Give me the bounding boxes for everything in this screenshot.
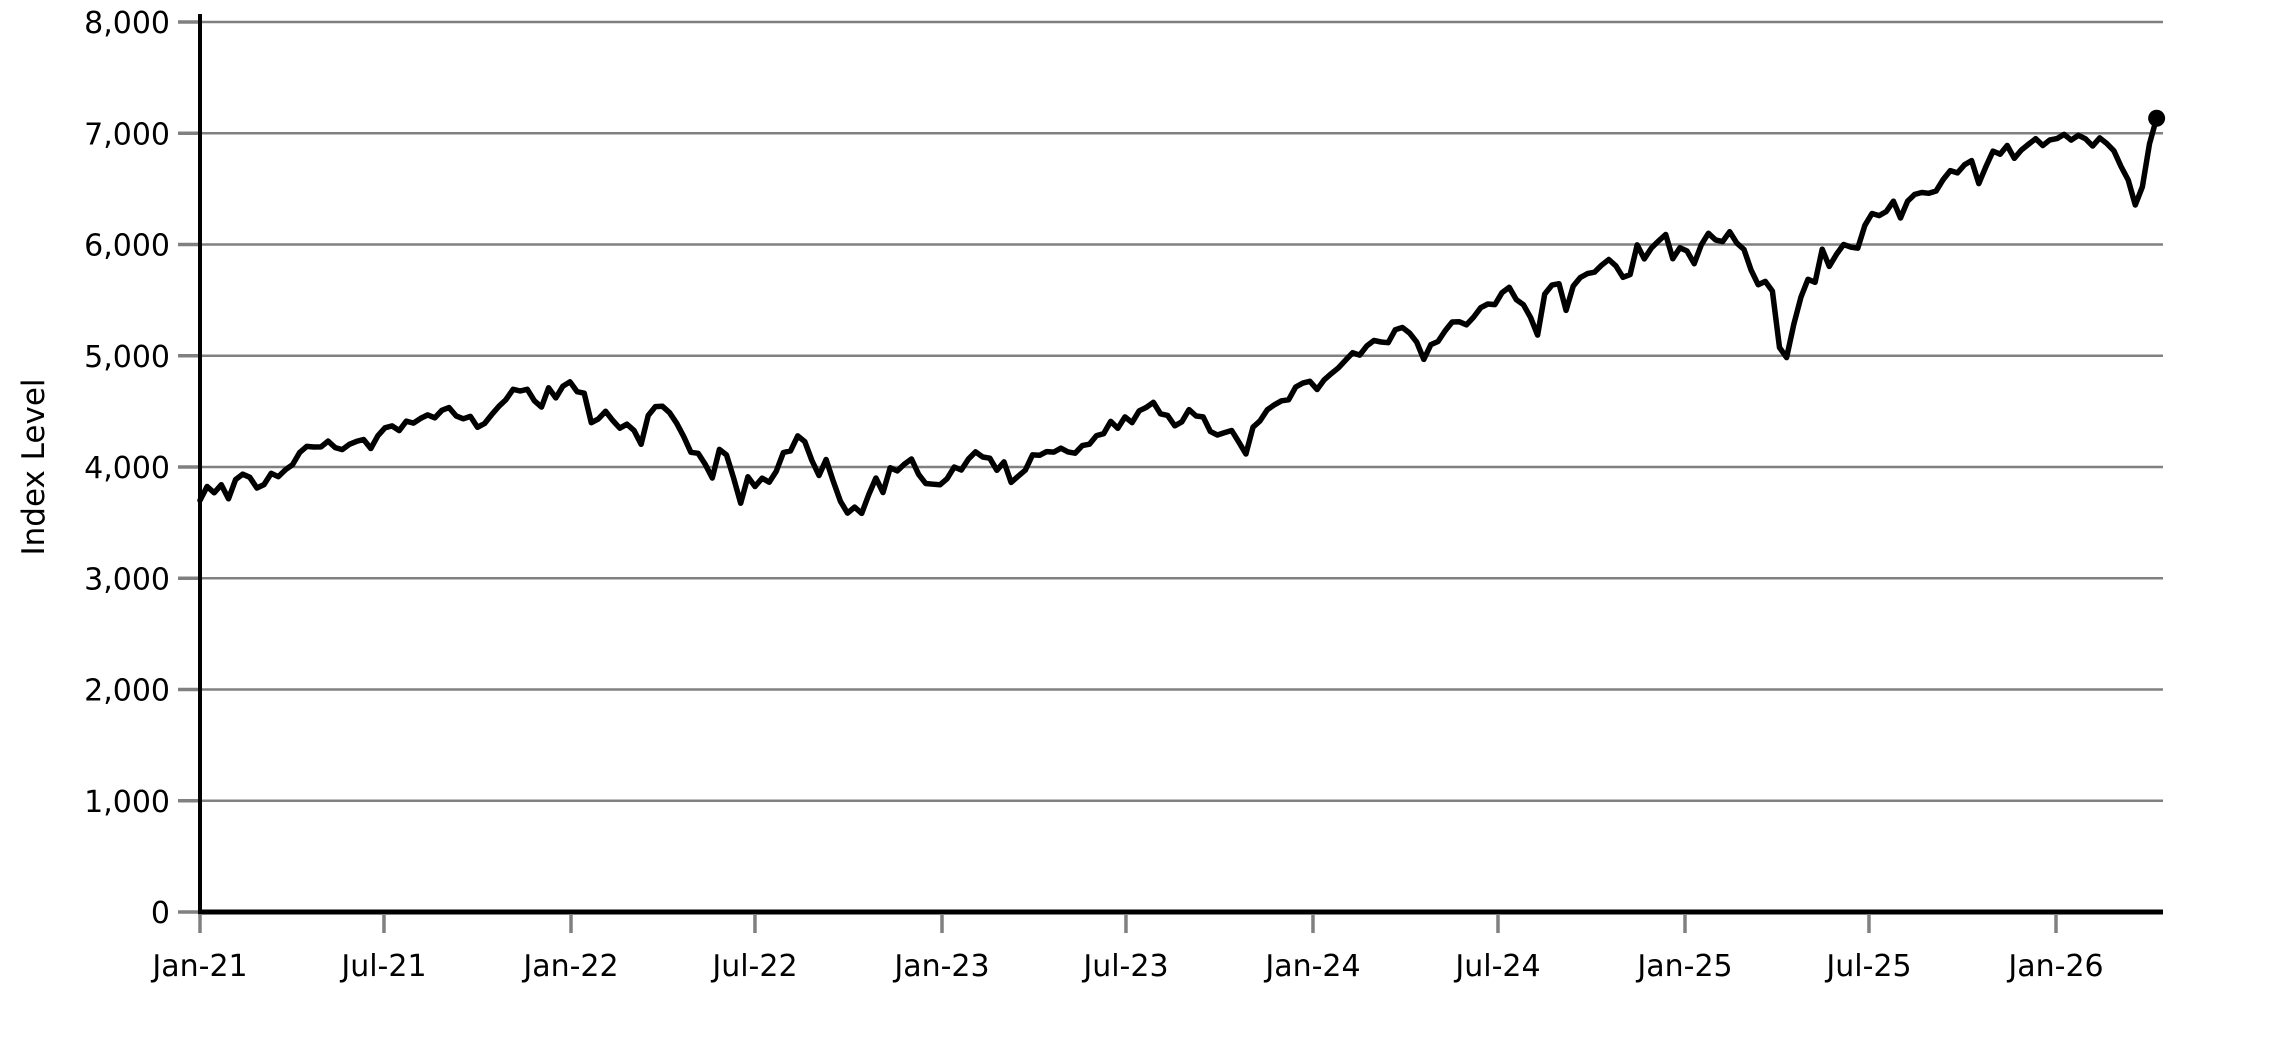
y-tick-label: 4,000 (84, 451, 170, 486)
y-tick-label: 6,000 (84, 229, 170, 264)
x-tick-label: Jan-23 (892, 949, 989, 984)
tick-label-layer: 0 1,000 2,000 3,000 4,000 5,000 6,000 7,000 8,00… (84, 6, 2104, 984)
x-tick-label: Jan-26 (2006, 949, 2103, 984)
series-layer (197, 109, 2166, 517)
grid-layer (200, 20, 2163, 802)
y-tick-label: 8,000 (84, 6, 170, 41)
index-series-line (197, 115, 2160, 517)
series-end-marker (2148, 109, 2166, 127)
y-tick-label: 5,000 (84, 340, 170, 375)
y-tick-label: 1,000 (84, 785, 170, 820)
x-tick-label: Jul-24 (1453, 949, 1540, 984)
x-tick-label: Jul-21 (339, 949, 426, 984)
x-tick-label: Jul-22 (710, 949, 797, 984)
x-tick-label: Jul-25 (1824, 949, 1911, 984)
x-tick-label: Jan-25 (1635, 949, 1732, 984)
x-tick-label: Jul-23 (1081, 949, 1168, 984)
tick-layer (178, 20, 2058, 933)
x-tick-label: Jan-24 (1263, 949, 1360, 984)
y-axis-title: Index Level (16, 378, 52, 555)
y-tick-label: 3,000 (84, 562, 170, 597)
x-tick-label: Jan-22 (521, 949, 618, 984)
x-tick-label: Jan-21 (150, 949, 247, 984)
y-tick-label: 0 (151, 896, 170, 931)
y-tick-label: 2,000 (84, 674, 170, 709)
y-tick-label: 7,000 (84, 117, 170, 152)
